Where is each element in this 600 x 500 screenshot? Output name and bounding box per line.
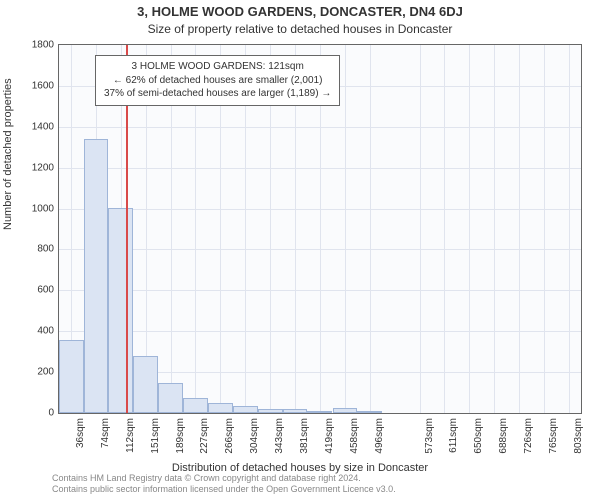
legend-line-2: ← 62% of detached houses are smaller (2,…	[104, 74, 331, 88]
ytick-label: 400	[14, 326, 54, 337]
xtick-label: 304sqm	[249, 418, 260, 458]
gridline-v	[370, 45, 371, 413]
xtick-label: 189sqm	[175, 418, 186, 458]
xtick-label: 112sqm	[125, 418, 136, 458]
footer-line-2: Contains public sector information licen…	[52, 484, 396, 496]
gridline-v	[345, 45, 346, 413]
gridline-v	[444, 45, 445, 413]
histogram-bar	[258, 409, 283, 413]
ytick-label: 800	[14, 244, 54, 255]
histogram-bar	[84, 139, 109, 413]
ytick-label: 1200	[14, 162, 54, 173]
chart-title: 3, HOLME WOOD GARDENS, DONCASTER, DN4 6D…	[0, 4, 600, 19]
histogram-bar	[283, 409, 308, 413]
legend-line-3: 37% of semi-detached houses are larger (…	[104, 87, 331, 101]
legend-box: 3 HOLME WOOD GARDENS: 121sqm ← 62% of de…	[95, 55, 340, 106]
legend-line-1: 3 HOLME WOOD GARDENS: 121sqm	[104, 60, 331, 74]
xtick-label: 803sqm	[573, 418, 584, 458]
xtick-label: 343sqm	[274, 418, 285, 458]
ytick-label: 1000	[14, 203, 54, 214]
xtick-label: 611sqm	[448, 418, 459, 458]
histogram-bar	[208, 403, 233, 413]
gridline-v	[469, 45, 470, 413]
xtick-label: 36sqm	[75, 418, 86, 458]
chart-container: 3, HOLME WOOD GARDENS, DONCASTER, DN4 6D…	[0, 0, 600, 500]
xtick-label: 74sqm	[100, 418, 111, 458]
gridline-v	[569, 45, 570, 413]
xtick-label: 227sqm	[199, 418, 210, 458]
histogram-bar	[158, 383, 183, 413]
histogram-bar	[333, 408, 358, 413]
xtick-label: 765sqm	[548, 418, 559, 458]
histogram-bar	[233, 406, 258, 413]
ytick-label: 600	[14, 285, 54, 296]
xtick-label: 151sqm	[150, 418, 161, 458]
histogram-bar	[357, 411, 382, 413]
ytick-label: 1800	[14, 40, 54, 51]
ytick-label: 200	[14, 367, 54, 378]
gridline-v	[519, 45, 520, 413]
xtick-label: 266sqm	[224, 418, 235, 458]
chart-subtitle: Size of property relative to detached ho…	[0, 22, 600, 36]
xtick-label: 419sqm	[324, 418, 335, 458]
ytick-label: 0	[14, 408, 54, 419]
xtick-label: 573sqm	[424, 418, 435, 458]
ytick-label: 1400	[14, 121, 54, 132]
histogram-bar	[59, 340, 84, 413]
xtick-label: 496sqm	[374, 418, 385, 458]
xtick-label: 726sqm	[523, 418, 534, 458]
histogram-bar	[133, 356, 158, 413]
xtick-label: 650sqm	[473, 418, 484, 458]
xtick-label: 458sqm	[349, 418, 360, 458]
footer-line-1: Contains HM Land Registry data © Crown c…	[52, 473, 396, 485]
gridline-v	[420, 45, 421, 413]
xtick-label: 688sqm	[498, 418, 509, 458]
gridline-v	[544, 45, 545, 413]
y-axis-label: Number of detached properties	[2, 78, 14, 230]
ytick-label: 1600	[14, 80, 54, 91]
histogram-bar	[108, 208, 133, 413]
histogram-bar	[183, 398, 208, 413]
xtick-label: 381sqm	[299, 418, 310, 458]
plot-area: 3 HOLME WOOD GARDENS: 121sqm ← 62% of de…	[58, 44, 582, 414]
gridline-v	[494, 45, 495, 413]
footer-attribution: Contains HM Land Registry data © Crown c…	[52, 473, 396, 496]
histogram-bar	[307, 411, 332, 413]
